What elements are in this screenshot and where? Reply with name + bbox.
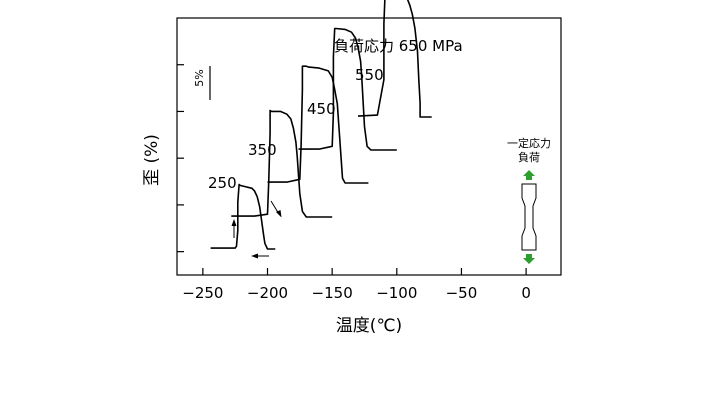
series-line-450 <box>267 65 369 184</box>
x-axis: −250 −200 −150 −100 −50 0 <box>182 268 531 302</box>
series-line-650 <box>357 0 432 118</box>
x-tick-label: −200 <box>247 284 288 302</box>
direction-arrows <box>231 200 282 259</box>
series-label-550: 550 <box>355 66 384 84</box>
series-labels: 250 350 450 550 負荷応力 650 MPa <box>208 37 463 192</box>
series-label-350: 350 <box>248 141 277 159</box>
y-axis <box>177 64 184 253</box>
series-line-350 <box>231 109 333 218</box>
x-tick-label: −250 <box>182 284 223 302</box>
series-label-450: 450 <box>307 100 336 118</box>
inset-label-line1: 一定応力 <box>507 136 551 150</box>
x-axis-title: 温度(℃) <box>336 316 402 336</box>
y-axis-title: 歪 (%) <box>142 134 162 186</box>
specimen-icon <box>521 183 537 251</box>
series-label-650: 負荷応力 650 MPa <box>334 37 463 55</box>
x-tick-label: −50 <box>446 284 478 302</box>
series-line-550 <box>298 27 397 151</box>
plot-frame <box>176 17 562 276</box>
series-line-250 <box>210 183 276 250</box>
series-label-250: 250 <box>208 174 237 192</box>
scale-bar-label: 5% <box>193 69 206 86</box>
x-tick-label: −150 <box>312 284 353 302</box>
series-layer <box>210 0 432 250</box>
inset-label-line2: 負荷 <box>518 151 540 164</box>
green-arrow-up-icon <box>523 170 535 180</box>
arrow-left-icon <box>251 253 269 259</box>
scale-bar: 5% <box>193 66 211 100</box>
green-arrow-down-icon <box>523 254 535 264</box>
arrow-down-right-icon <box>270 200 282 218</box>
x-tick-label: −100 <box>376 284 417 302</box>
arrow-up-icon <box>231 219 237 238</box>
constant-stress-inset: 一定応力 負荷 <box>507 136 551 264</box>
x-tick-label: 0 <box>521 284 531 302</box>
